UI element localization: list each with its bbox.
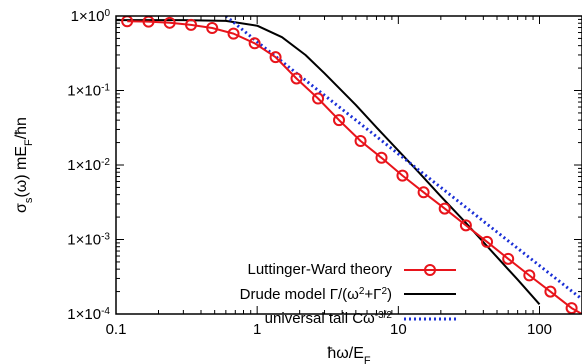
data-point-luttinger-ward <box>142 16 155 28</box>
x-tick-label: 0.1 <box>106 321 127 338</box>
data-point-luttinger-ward <box>502 252 515 265</box>
data-point-luttinger-ward <box>227 27 240 40</box>
legend-marker-luttinger-ward <box>424 264 436 276</box>
y-tick-label: 1×10-4 <box>67 306 110 324</box>
data-point-luttinger-ward <box>354 134 367 147</box>
x-tick-label: 100 <box>527 321 552 338</box>
legend-entry-universal-tail: universal tail Cω-3/2 <box>265 310 456 328</box>
data-point-luttinger-ward <box>312 92 325 105</box>
data-point-luttinger-ward <box>438 202 451 215</box>
y-tick-label: 1×10-3 <box>67 231 110 249</box>
tick-labels-layer: 0.1 1 10 100 1×100 1×10-1 1×10-2 1×10-3 1×10-4 <box>67 8 552 339</box>
data-point-luttinger-ward <box>121 16 134 28</box>
data-point-luttinger-ward <box>269 51 282 64</box>
legend-label-universal-tail: universal tail Cω-3/2 <box>265 310 393 328</box>
data-point-luttinger-ward <box>396 169 409 182</box>
series-line-drude <box>116 19 541 305</box>
curves-layer <box>116 16 582 314</box>
data-point-luttinger-ward <box>375 151 388 164</box>
markers-layer <box>121 16 578 314</box>
data-point-luttinger-ward <box>481 235 494 248</box>
legend-entry-luttinger-ward: Luttinger-Ward theory <box>247 261 456 278</box>
y-tick-label: 1×10-1 <box>67 82 110 100</box>
data-point-luttinger-ward <box>185 18 198 31</box>
data-point-luttinger-ward <box>206 22 219 35</box>
legend: Luttinger-Ward theory Drude model Γ/(ω2+… <box>240 261 456 327</box>
legend-entry-drude: Drude model Γ/(ω2+Γ2) <box>240 286 456 304</box>
legend-label-luttinger-ward: Luttinger-Ward theory <box>247 261 392 278</box>
series-line-luttinger-ward <box>127 20 582 314</box>
legend-label-drude: Drude model Γ/(ω2+Γ2) <box>240 286 392 304</box>
data-point-luttinger-ward <box>523 269 536 282</box>
y-tick-label: 1×100 <box>71 8 111 26</box>
data-point-luttinger-ward <box>333 114 346 127</box>
series-line-universal-tail <box>224 16 582 301</box>
x-tick-label: 1 <box>253 321 261 338</box>
data-point-luttinger-ward <box>248 37 261 50</box>
data-point-luttinger-ward <box>565 302 578 314</box>
data-point-luttinger-ward <box>163 16 176 29</box>
ticks-layer <box>115 15 582 315</box>
data-point-luttinger-ward <box>417 186 430 199</box>
x-tick-label: 10 <box>390 321 407 338</box>
y-tick-label: 1×10-2 <box>67 157 110 175</box>
data-point-luttinger-ward <box>459 219 472 232</box>
data-point-luttinger-ward <box>290 72 303 85</box>
y-axis-label: σs(ω) mEF/ħn <box>13 117 35 213</box>
x-axis-label: ħω/EF <box>327 345 371 364</box>
data-point-luttinger-ward <box>544 285 557 298</box>
